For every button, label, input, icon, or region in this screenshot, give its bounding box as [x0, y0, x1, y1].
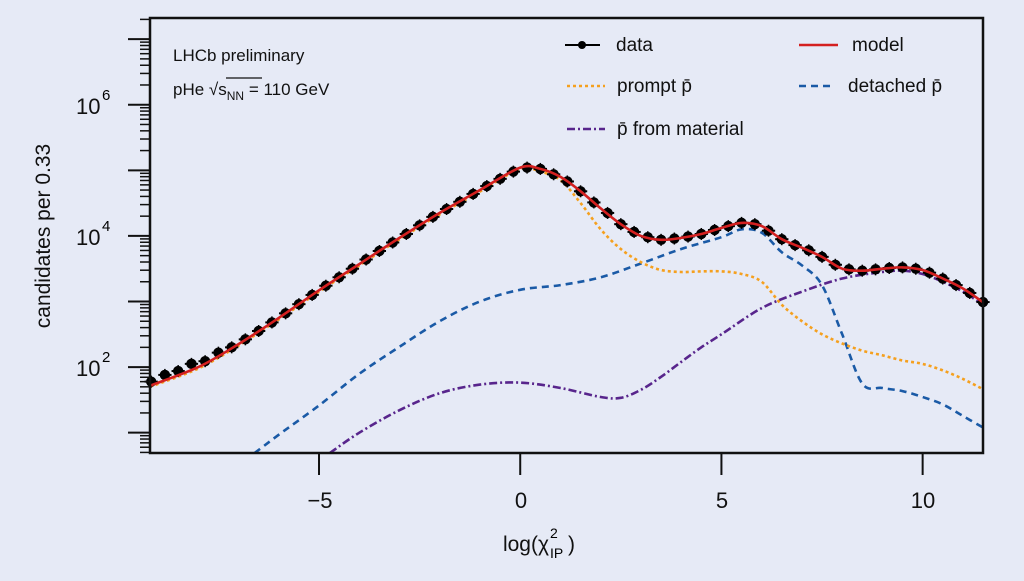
material-curve [329, 269, 983, 453]
svg-text:2: 2 [102, 349, 110, 366]
legend: data model prompt p̄ detached p̄ p̄ from… [565, 35, 942, 140]
legend-item-model: model [799, 35, 904, 56]
legend-item-data: data [565, 35, 653, 56]
x-tick-label: 5 [716, 488, 728, 513]
svg-text:detached p̄: detached p̄ [848, 76, 942, 97]
legend-item-prompt: prompt p̄ [567, 76, 692, 97]
experiment-label: LHCb preliminary [173, 46, 305, 65]
legend-item-material: p̄ from material [567, 119, 744, 140]
model-curve [149, 164, 984, 387]
plot-frame [148, 16, 985, 455]
x-tick-label: 10 [911, 488, 935, 513]
x-axis-label: log(χ 2 IP ) [503, 525, 575, 561]
x-tick-label: 0 [515, 488, 527, 513]
collision-system-label: pHe √sNN = 110 GeV [173, 77, 330, 103]
y-tick-label: 10 2 [76, 349, 110, 381]
svg-text:10: 10 [76, 225, 100, 250]
y-tick-label: 10 6 [76, 87, 110, 119]
prompt-curve [150, 166, 983, 391]
svg-text:log(χ: log(χ [503, 533, 549, 556]
svg-text:10: 10 [76, 356, 100, 381]
svg-text:pHe √sNN = 110 GeV: pHe √sNN = 110 GeV [173, 80, 330, 103]
svg-text:): ) [568, 533, 575, 556]
svg-text:10: 10 [76, 94, 100, 119]
svg-text:prompt p̄: prompt p̄ [617, 76, 692, 97]
legend-item-detached: detached p̄ [799, 76, 942, 97]
svg-text:p̄ from material: p̄ from material [617, 119, 744, 140]
svg-text:model: model [852, 35, 904, 56]
x-tick-label: −5 [307, 488, 332, 513]
data-point [184, 357, 199, 370]
y-axis-label: candidates per 0.33 [32, 144, 55, 328]
detached-curve [253, 227, 983, 453]
data-marker [186, 358, 197, 370]
data-points [144, 161, 990, 388]
svg-text:4: 4 [102, 218, 110, 235]
svg-text:data: data [616, 35, 653, 56]
svg-text:IP: IP [550, 545, 563, 561]
svg-text:6: 6 [102, 87, 110, 104]
y-tick-label: 10 4 [76, 218, 110, 250]
data-marker [159, 369, 171, 381]
axes [128, 18, 924, 475]
curves [150, 166, 983, 453]
svg-text:2: 2 [550, 525, 558, 541]
